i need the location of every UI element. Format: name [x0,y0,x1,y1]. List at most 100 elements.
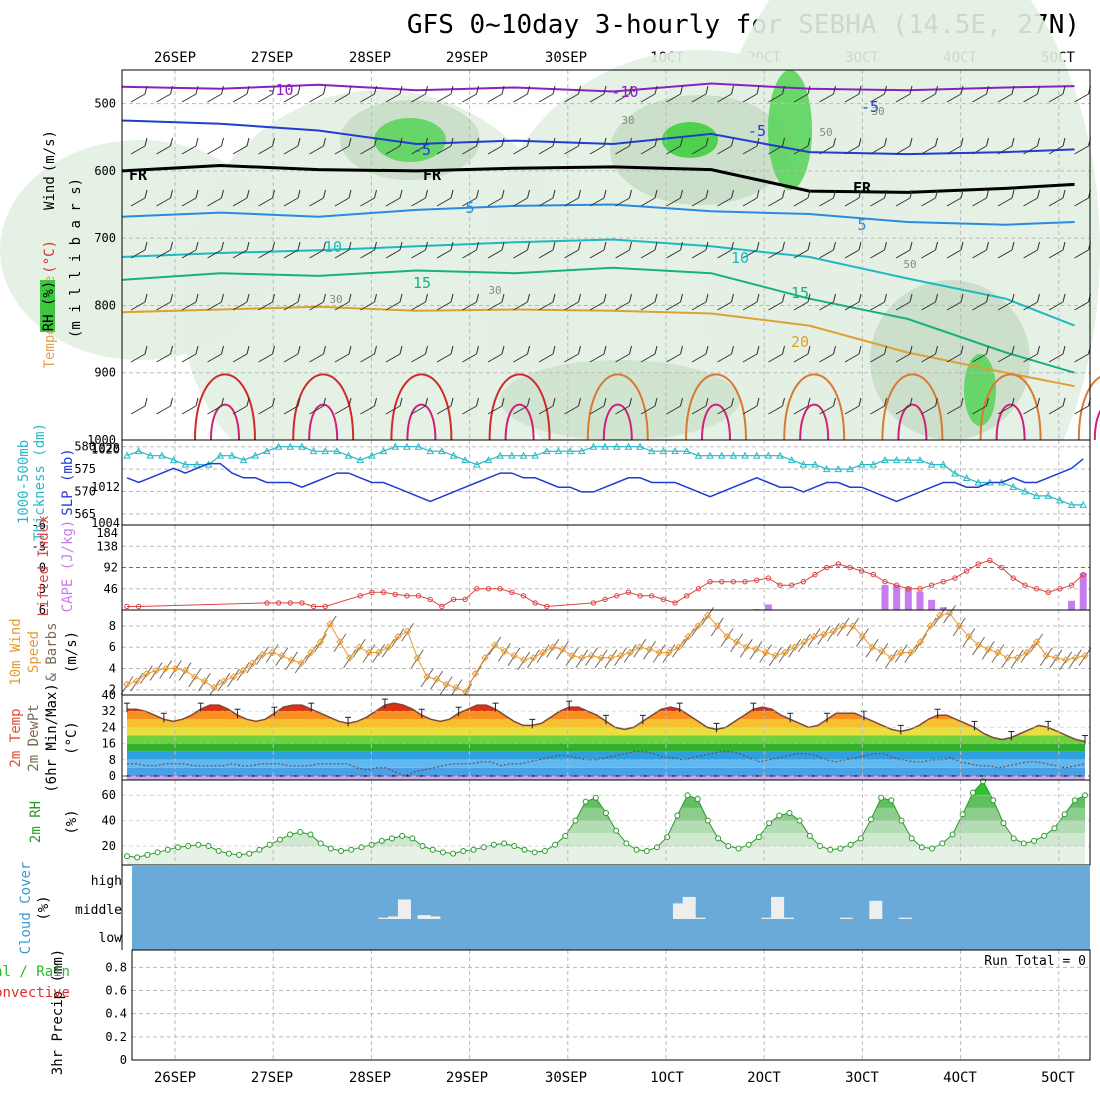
wind-barb-flag [501,85,505,95]
lifted-index-marker [637,593,643,599]
wind-barb [768,405,783,415]
cloud-ylabel-2: (%) [36,895,52,920]
wind-speed-marker [307,648,315,657]
wind-barb [717,145,732,155]
wind-barb [614,647,627,666]
rh-marker [827,846,834,853]
rh-marker [969,789,976,796]
wind-barb-flag [629,293,632,303]
wind-barb-flag [705,189,709,199]
wind-barb-flag [501,241,505,251]
thickness-marker [356,456,365,464]
wind-barb [797,633,811,653]
wind-barb [921,301,936,311]
y-tick-label: 16 [102,737,116,751]
wind-barb [309,405,324,415]
right-tick-label: 1012 [91,480,120,494]
wind-speed-marker [471,670,480,678]
wind-barb [283,353,299,363]
temp-ylabel-1: 2m Temp [8,708,24,767]
wind-barb-flag [527,397,530,407]
cloud-mid-bar [761,917,775,919]
wind-speed-marker [781,648,789,657]
wind-barb [946,197,962,207]
cape-bar [764,604,772,610]
wind-barb [130,405,146,415]
wind-speed-marker [568,651,576,660]
isotherm-label: 10 [731,249,749,267]
left-tick-label: 580 [74,440,96,454]
wind-speed-marker [220,677,228,685]
wind-ylabel-1: 10m Wind [8,618,24,685]
wind-barb [1023,249,1038,259]
wind-speed-marker [752,645,760,654]
wind-barb [232,197,248,207]
wind-barb [921,249,936,259]
wind-barb-flag [1037,397,1040,407]
wind-barb-flag [833,293,836,303]
rh-marker [317,840,324,847]
wind-barb [360,145,375,155]
temperature-panel: 0 8 16 24 32 40 [102,688,1091,783]
axis-titles: Wind(m/s) Temperature(°C) RH (%) (m i l … [0,130,84,1075]
wind-barb [691,405,707,415]
wind-barb [895,249,911,259]
wind-barb [334,405,350,415]
wind-barb-flag [348,137,352,147]
wind-barb [991,644,1005,663]
wind-speed-marker [926,622,934,630]
wind-barb-flag [858,189,862,199]
rh-marker [776,812,783,819]
lifted-index-marker [322,603,328,610]
cloud-level-label: low [99,931,123,946]
wind-barb-flag [221,85,224,95]
cape-bar [904,586,912,610]
wind-barb [360,249,375,259]
wind-speed-marker [626,648,634,657]
y-tick-label: 60 [102,788,116,802]
wind-barb [666,249,681,259]
right-tick-label: 46 [104,582,118,596]
wind-barb-flag [476,85,479,95]
rh-marker [276,836,283,843]
wind-barb-flag [1062,189,1066,199]
wind-ylabel-3: & Barbs [44,622,60,681]
wind-barb [538,197,554,207]
wind-barb [258,353,273,363]
wind-barb-flag [1062,345,1066,355]
wind-speed-marker [287,656,296,664]
thickness-marker [193,460,201,468]
wind-barb [372,644,386,663]
wind-barb-flag [476,345,479,355]
isotherm-label: 15 [413,274,431,292]
rh-marker [1031,837,1038,844]
wind-barb-flag [807,85,811,95]
wind-barb-flag [323,189,326,199]
wind-barb-flag [756,293,760,303]
thickness-marker [181,460,190,468]
wind-barb [181,145,197,155]
wind-barb-flag [195,345,199,355]
cloud-mid-bar [397,899,411,919]
rh-marker [674,812,681,819]
cloud-mid-bar [682,896,696,919]
rh-label: 30 [329,293,342,306]
thickness-marker [169,456,178,464]
wind-barb-flag [552,293,556,303]
rh-marker [1061,811,1068,818]
rh-label: 50 [903,258,916,271]
rh-marker [1010,835,1017,842]
left-tick-label: 575 [74,462,96,476]
wind-barb-flag [272,85,275,95]
wind-barb [565,647,579,666]
wind-barb [1078,647,1092,666]
thickness-marker [461,456,470,464]
rh-shading [180,90,580,510]
right-tick-label: 1004 [91,516,120,530]
wind-barb-flag [272,241,275,251]
wind-barb-flag [323,241,326,251]
wind-barb-flag [501,397,505,407]
wind-barb [236,662,250,681]
lifted-index-marker [660,596,667,603]
wind-barb [462,249,477,259]
